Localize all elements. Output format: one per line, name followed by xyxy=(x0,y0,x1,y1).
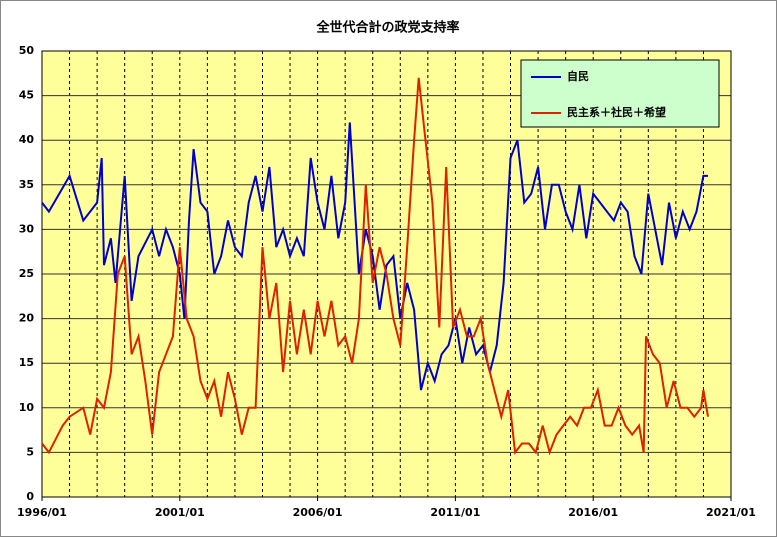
chart-title: 全世代合計の政党支持率 xyxy=(315,20,459,36)
y-tick-label: 15 xyxy=(19,356,34,369)
y-tick-label: 30 xyxy=(19,222,35,235)
x-tick-label: 2011/01 xyxy=(430,506,480,519)
y-tick-label: 50 xyxy=(19,44,35,57)
y-tick-label: 5 xyxy=(26,445,34,458)
legend-label: 民主系＋社民＋希望 xyxy=(567,105,666,119)
y-tick-label: 40 xyxy=(19,133,35,146)
y-tick-label: 0 xyxy=(26,490,34,503)
x-tick-label: 2006/01 xyxy=(293,506,343,519)
y-tick-label: 45 xyxy=(19,89,34,102)
x-tick-label: 2021/01 xyxy=(706,506,756,519)
line-series xyxy=(41,77,709,456)
plot-border xyxy=(41,50,732,498)
y-tick-label: 10 xyxy=(19,401,35,414)
x-tick-label: 2016/01 xyxy=(568,506,618,519)
y-tick-label: 35 xyxy=(19,178,34,191)
y-tick-label: 25 xyxy=(19,267,34,280)
x-tick-label: 2001/01 xyxy=(155,506,205,519)
legend xyxy=(520,59,720,128)
x-tick-label: 1996/01 xyxy=(17,506,67,519)
y-tick-label: 20 xyxy=(19,312,35,325)
legend-label: 自民 xyxy=(567,69,589,83)
